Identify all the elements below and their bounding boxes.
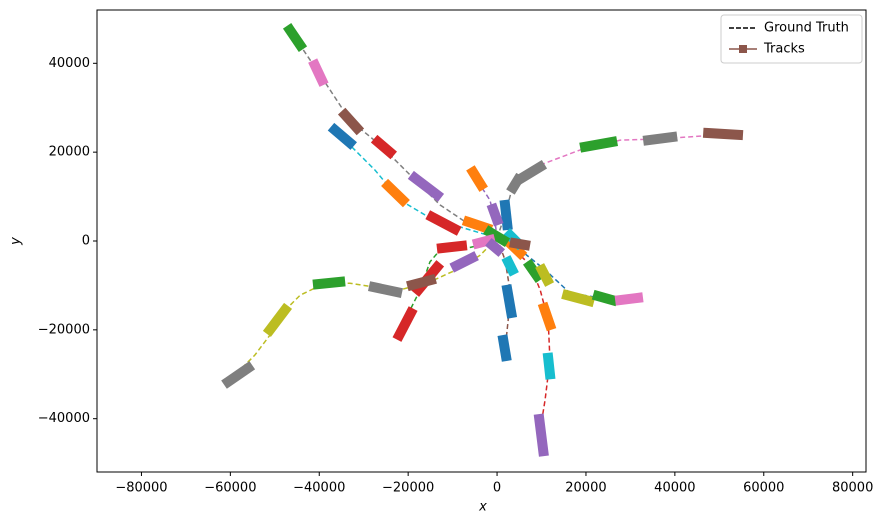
y-tick-label: 20000 bbox=[49, 145, 90, 160]
track bbox=[406, 273, 437, 292]
x-tick-label: 80000 bbox=[832, 481, 873, 496]
track bbox=[591, 289, 619, 307]
track bbox=[702, 127, 744, 141]
ground-truth-line bbox=[289, 29, 498, 239]
track bbox=[327, 122, 357, 150]
y-tick-label: −40000 bbox=[38, 411, 90, 426]
track bbox=[312, 276, 346, 290]
plot-frame bbox=[96, 9, 867, 473]
track bbox=[370, 134, 397, 160]
ground-truth-line bbox=[539, 133, 741, 166]
y-tick-label: 40000 bbox=[49, 56, 90, 71]
track bbox=[515, 159, 548, 185]
x-axis-label: x bbox=[478, 500, 487, 515]
track bbox=[501, 255, 519, 277]
track bbox=[282, 23, 308, 53]
legend-label: Tracks bbox=[763, 42, 805, 57]
track bbox=[579, 136, 618, 153]
x-tick-label: 0 bbox=[493, 481, 501, 496]
x-tick-label: −60000 bbox=[204, 481, 256, 496]
track bbox=[542, 352, 556, 380]
y-tick-label: −20000 bbox=[38, 322, 90, 337]
track bbox=[497, 334, 512, 362]
track bbox=[483, 225, 511, 247]
track bbox=[535, 263, 555, 287]
x-tick-label: −40000 bbox=[293, 481, 345, 496]
y-tick-label: 0 bbox=[82, 234, 90, 249]
track bbox=[381, 178, 410, 208]
track bbox=[537, 301, 557, 332]
track bbox=[436, 240, 468, 254]
track bbox=[308, 58, 329, 87]
track bbox=[485, 237, 505, 257]
track bbox=[407, 170, 445, 202]
track bbox=[368, 281, 403, 299]
track bbox=[561, 289, 596, 308]
legend-label: Ground Truth bbox=[764, 21, 849, 36]
track bbox=[614, 292, 644, 306]
track bbox=[501, 284, 518, 319]
track bbox=[461, 215, 494, 235]
legend-box bbox=[720, 14, 863, 64]
x-tick-label: 40000 bbox=[654, 481, 695, 496]
ground-truth-line bbox=[334, 129, 498, 239]
track bbox=[262, 302, 293, 337]
track bbox=[499, 199, 513, 231]
track bbox=[337, 107, 365, 136]
y-axis-label: y bbox=[9, 237, 24, 246]
track bbox=[471, 234, 497, 250]
ground-truth-line bbox=[229, 237, 498, 381]
legend-marker bbox=[739, 45, 747, 53]
track bbox=[509, 237, 531, 251]
track bbox=[522, 258, 545, 284]
track bbox=[392, 306, 418, 342]
ground-truth-line bbox=[474, 171, 498, 238]
track bbox=[449, 251, 479, 273]
track bbox=[642, 131, 678, 146]
track bbox=[506, 172, 525, 195]
track bbox=[486, 202, 504, 227]
x-tick-label: −80000 bbox=[115, 481, 167, 496]
track bbox=[221, 361, 256, 389]
track bbox=[425, 210, 462, 236]
x-tick-label: 60000 bbox=[743, 481, 784, 496]
ground-truth-line bbox=[496, 237, 631, 301]
track bbox=[533, 413, 549, 457]
x-tick-label: 20000 bbox=[565, 481, 606, 496]
x-tick-label: −20000 bbox=[382, 481, 434, 496]
track bbox=[466, 165, 488, 192]
